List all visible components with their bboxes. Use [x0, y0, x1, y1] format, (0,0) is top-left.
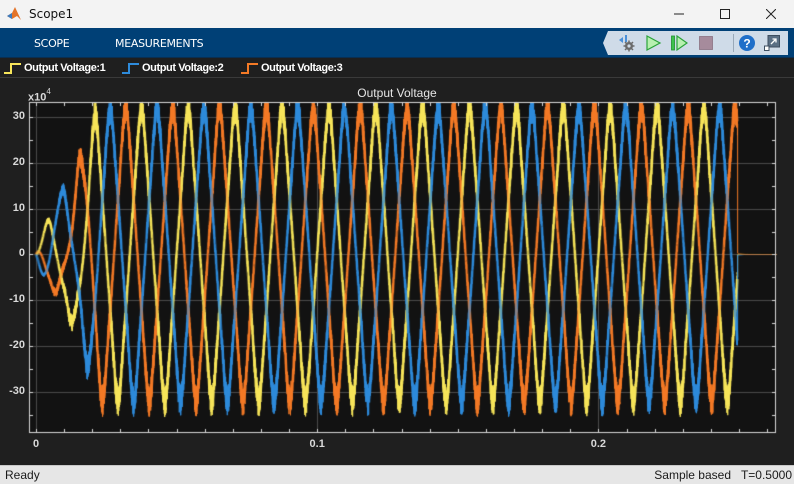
step-forward-icon [671, 34, 688, 52]
matlab-logo-icon [7, 7, 21, 20]
status-bar: Ready Sample based T=0.5000 [0, 465, 794, 484]
legend: Output Voltage:1 Output Voltage:2 Output… [0, 58, 794, 78]
window-titlebar: Scope1 [0, 0, 794, 28]
y-tick-label: 20 [12, 155, 25, 168]
legend-label: Output Voltage:2 [142, 62, 224, 74]
step-forward-button[interactable] [670, 34, 688, 52]
y-tick-label: -10 [9, 293, 25, 306]
y-tick-label: 0 [18, 247, 25, 260]
stop-button[interactable] [697, 34, 715, 52]
simulation-controls: ? [603, 31, 788, 55]
help-icon: ? [739, 35, 755, 51]
x-tick-label: 0.2 [590, 438, 607, 450]
toolbar-separator [733, 34, 734, 52]
legend-item-1[interactable]: Output Voltage:1 [3, 61, 106, 75]
line-swatch-icon [241, 63, 258, 74]
window-title: Scope1 [29, 7, 74, 21]
settings-gear-icon [619, 35, 635, 52]
legend-item-2[interactable]: Output Voltage:2 [121, 61, 224, 75]
legend-item-3[interactable]: Output Voltage:3 [240, 61, 343, 75]
x-tick-label: 0.1 [309, 438, 325, 450]
run-icon [646, 34, 662, 52]
legend-label: Output Voltage:1 [24, 62, 106, 74]
y-tick-label: -30 [9, 384, 25, 397]
close-icon [766, 9, 776, 19]
minimize-icon [674, 13, 684, 15]
x-tick-label: 0 [32, 438, 40, 450]
plot-canvas[interactable] [0, 79, 794, 465]
undock-button[interactable] [763, 34, 781, 52]
close-button[interactable] [748, 0, 794, 28]
minimize-button[interactable] [656, 0, 702, 28]
maximize-button[interactable] [702, 0, 748, 28]
line-swatch-icon [122, 63, 139, 74]
stop-icon [699, 36, 713, 50]
y-tick-label: 10 [12, 201, 25, 214]
simulation-time: T=0.5000 [740, 468, 792, 482]
settings-button[interactable] [618, 34, 636, 52]
y-tick-label: 30 [12, 110, 25, 123]
window-controls [656, 0, 794, 28]
sample-mode: Sample based [654, 468, 731, 482]
help-button[interactable]: ? [738, 34, 756, 52]
tab-measurements[interactable]: MEASUREMENTS [115, 37, 204, 50]
legend-label: Output Voltage:3 [261, 62, 343, 74]
y-tick-label: -20 [9, 339, 25, 351]
maximize-icon [720, 9, 730, 19]
toolstrip: SCOPE MEASUREMENTS [0, 28, 794, 58]
status-text: Ready [5, 468, 40, 482]
undock-icon [764, 35, 780, 51]
tab-scope[interactable]: SCOPE [34, 37, 70, 50]
svg-text:?: ? [743, 37, 750, 51]
run-button[interactable] [644, 34, 662, 52]
line-swatch-icon [4, 63, 21, 74]
